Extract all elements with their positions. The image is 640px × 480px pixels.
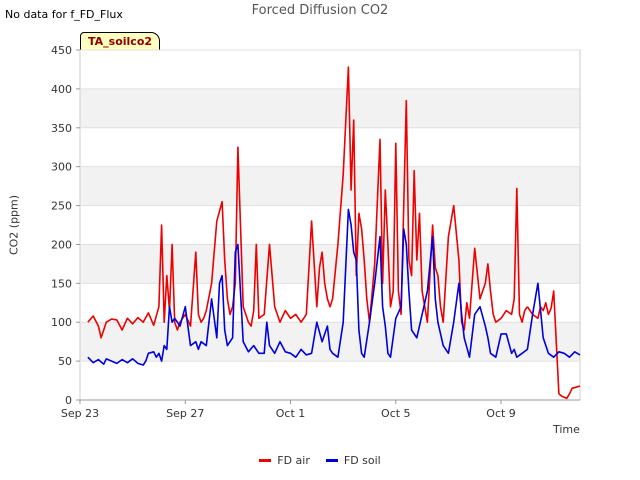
legend-label-fd-air: FD air: [277, 454, 310, 467]
legend: FD air FD soil: [0, 454, 640, 467]
y-tick-label: 400: [51, 83, 72, 96]
y-tick-label: 100: [51, 316, 72, 329]
grid-band: [80, 50, 580, 89]
y-tick-label: 150: [51, 277, 72, 290]
grid-band: [80, 166, 580, 206]
grid-band: [80, 244, 580, 284]
x-tick-label: Sep 27: [166, 407, 204, 420]
x-tick-label: Oct 5: [381, 407, 411, 420]
legend-item-fd-air[interactable]: FD air: [259, 454, 310, 467]
legend-swatch-fd-soil: [325, 459, 338, 462]
x-tick-label: Oct 9: [486, 407, 516, 420]
y-tick-label: 350: [51, 122, 72, 135]
grid-band: [80, 283, 580, 323]
series-line-fd-air: [87, 66, 529, 339]
legend-item-fd-soil[interactable]: FD soil: [325, 454, 381, 467]
y-tick-label: 450: [51, 44, 72, 57]
y-tick-label: 50: [58, 355, 72, 368]
y-tick-label: 250: [51, 200, 72, 213]
y-tick-label: 300: [51, 161, 72, 174]
grid-band: [80, 205, 580, 245]
grid-band: [80, 88, 580, 128]
no-data-message: No data for f_FD_Flux: [5, 8, 123, 21]
legend-label-fd-soil: FD soil: [343, 454, 381, 467]
x-tick-label: Sep 23: [61, 407, 99, 420]
y-tick-label: 200: [51, 238, 72, 251]
chart-title: Forced Diffusion CO2: [251, 3, 389, 18]
series-line-fd-air-tail: [526, 290, 581, 400]
grid-band: [80, 127, 580, 167]
y-tick-label: 0: [65, 394, 72, 407]
series-line-fd-soil: [87, 208, 581, 366]
x-axis-ticks: Sep 23 Sep 27 Oct 1 Oct 5 Oct 9: [61, 399, 580, 420]
legend-swatch-fd-air: [259, 459, 272, 462]
grid-band: [80, 361, 580, 400]
site-badge[interactable]: TA_soilco2: [80, 32, 161, 52]
x-tick-label: Oct 1: [276, 407, 306, 420]
x-axis-label: Time: [553, 423, 580, 436]
series-lines: [87, 66, 581, 400]
